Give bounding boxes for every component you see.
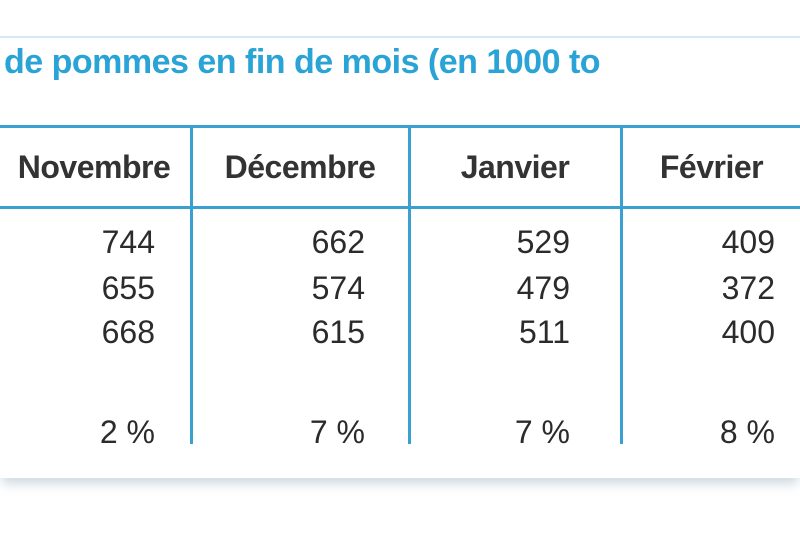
table-cell: 479 bbox=[516, 270, 570, 306]
table-cell: 409 bbox=[721, 224, 775, 260]
table-cell: 372 bbox=[721, 270, 775, 306]
column-header-janvier: Janvier bbox=[460, 148, 570, 185]
table-cell: 744 bbox=[101, 224, 155, 260]
column-header-decembre: Décembre bbox=[224, 148, 376, 185]
table-cell: 668 bbox=[101, 314, 155, 350]
table-cell: 7 % bbox=[514, 414, 570, 450]
column-header-fevrier: Février bbox=[659, 148, 764, 185]
table-top-rule bbox=[0, 125, 800, 128]
column-divider bbox=[190, 126, 193, 444]
table-cell: 8 % bbox=[719, 414, 775, 450]
table-cell: 511 bbox=[518, 314, 570, 350]
table-panel bbox=[0, 36, 800, 478]
table-header-rule bbox=[0, 206, 800, 209]
table-cell: 7 % bbox=[309, 414, 365, 450]
column-divider bbox=[620, 126, 623, 444]
table-cell: 574 bbox=[311, 270, 365, 306]
table-cell: 400 bbox=[721, 314, 775, 350]
table-cell: 615 bbox=[311, 314, 365, 350]
table-cell: 2 % bbox=[99, 414, 155, 450]
table-cell: 529 bbox=[516, 224, 570, 260]
table-title: de pommes en fin de mois (en 1000 to bbox=[4, 43, 601, 81]
column-divider bbox=[408, 126, 411, 444]
table-cell: 662 bbox=[311, 224, 365, 260]
table-cell: 655 bbox=[101, 270, 155, 306]
column-header-novembre: Novembre bbox=[17, 148, 171, 185]
